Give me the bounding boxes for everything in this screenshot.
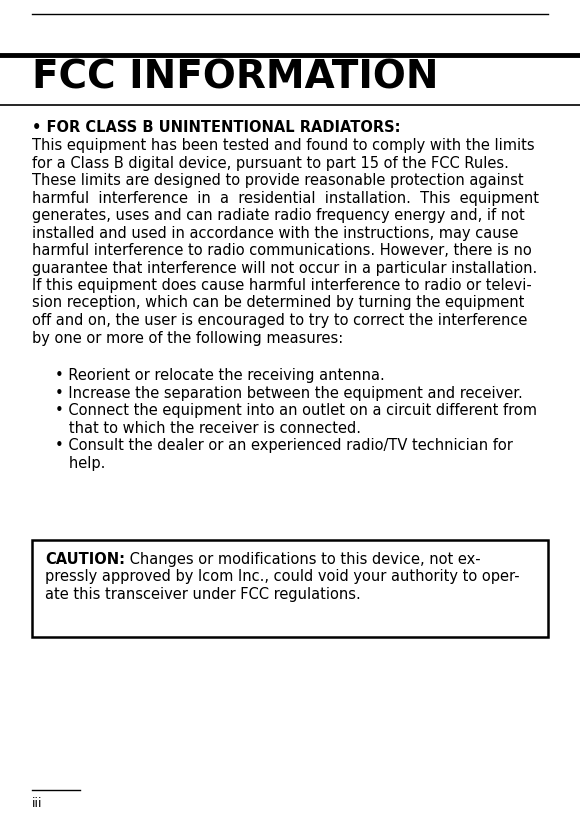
Text: off and on, the user is encouraged to try to correct the interference: off and on, the user is encouraged to tr… <box>32 313 527 328</box>
Text: iii: iii <box>32 797 42 810</box>
Text: • Increase the separation between the equipment and receiver.: • Increase the separation between the eq… <box>55 386 523 400</box>
Text: guarantee that interference will not occur in a particular installation.: guarantee that interference will not occ… <box>32 261 537 275</box>
Text: harmful interference to radio communications. However, there is no: harmful interference to radio communicat… <box>32 243 532 258</box>
Text: CAUTION:: CAUTION: <box>45 552 125 567</box>
Text: harmful  interference  in  a  residential  installation.  This  equipment: harmful interference in a residential in… <box>32 190 539 206</box>
Text: If this equipment does cause harmful interference to radio or televi-: If this equipment does cause harmful int… <box>32 278 532 293</box>
Text: that to which the receiver is connected.: that to which the receiver is connected. <box>55 421 361 435</box>
Text: • Reorient or relocate the receiving antenna.: • Reorient or relocate the receiving ant… <box>55 368 385 383</box>
Text: pressly approved by Icom Inc., could void your authority to oper-: pressly approved by Icom Inc., could voi… <box>45 569 520 584</box>
Text: • Consult the dealer or an experienced radio/TV technician for: • Consult the dealer or an experienced r… <box>55 438 513 453</box>
Text: Changes or modifications to this device, not ex-: Changes or modifications to this device,… <box>125 552 481 567</box>
Text: for a Class B digital device, pursuant to part 15 of the FCC Rules.: for a Class B digital device, pursuant t… <box>32 155 509 171</box>
Bar <box>32 540 548 637</box>
Text: These limits are designed to provide reasonable protection against: These limits are designed to provide rea… <box>32 173 524 188</box>
Text: This equipment has been tested and found to comply with the limits: This equipment has been tested and found… <box>32 138 535 153</box>
Text: • FOR CLASS B UNINTENTIONAL RADIATORS:: • FOR CLASS B UNINTENTIONAL RADIATORS: <box>32 120 401 135</box>
Text: sion reception, which can be determined by turning the equipment: sion reception, which can be determined … <box>32 296 524 310</box>
Text: FCC INFORMATION: FCC INFORMATION <box>32 58 438 96</box>
Text: by one or more of the following measures:: by one or more of the following measures… <box>32 331 343 346</box>
Text: help.: help. <box>55 456 106 471</box>
Text: • Connect the equipment into an outlet on a circuit different from: • Connect the equipment into an outlet o… <box>55 403 537 418</box>
Text: generates, uses and can radiate radio frequency energy and, if not: generates, uses and can radiate radio fr… <box>32 208 525 223</box>
Text: ate this transceiver under FCC regulations.: ate this transceiver under FCC regulatio… <box>45 587 361 602</box>
Text: installed and used in accordance with the instructions, may cause: installed and used in accordance with th… <box>32 225 519 240</box>
